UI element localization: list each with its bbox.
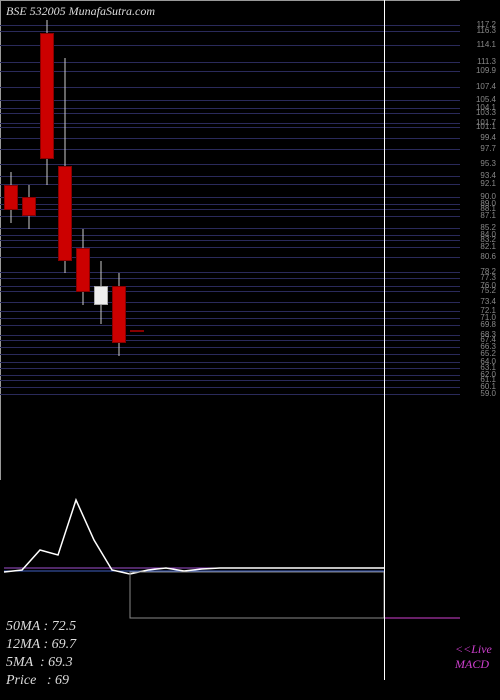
y-axis-labels: 117.2116.3114.1111.3109.9107.4105.4104.1…: [460, 20, 496, 400]
macd-indicator: [0, 480, 460, 620]
live-macd-label: <<Live MACD: [455, 642, 500, 672]
ticker-label: BSE 532005: [6, 4, 66, 18]
site-label: MunafaSutra.com: [69, 4, 155, 18]
price-chart: [0, 0, 460, 480]
ma-summary: 50MA : 72.512MA : 69.75MA : 69.3Price : …: [6, 618, 76, 690]
cursor-line: [384, 0, 385, 680]
live-text: <<Live: [455, 642, 500, 657]
chart-header: BSE 532005 MunafaSutra.com: [6, 4, 155, 19]
macd-text: MACD: [455, 657, 500, 672]
